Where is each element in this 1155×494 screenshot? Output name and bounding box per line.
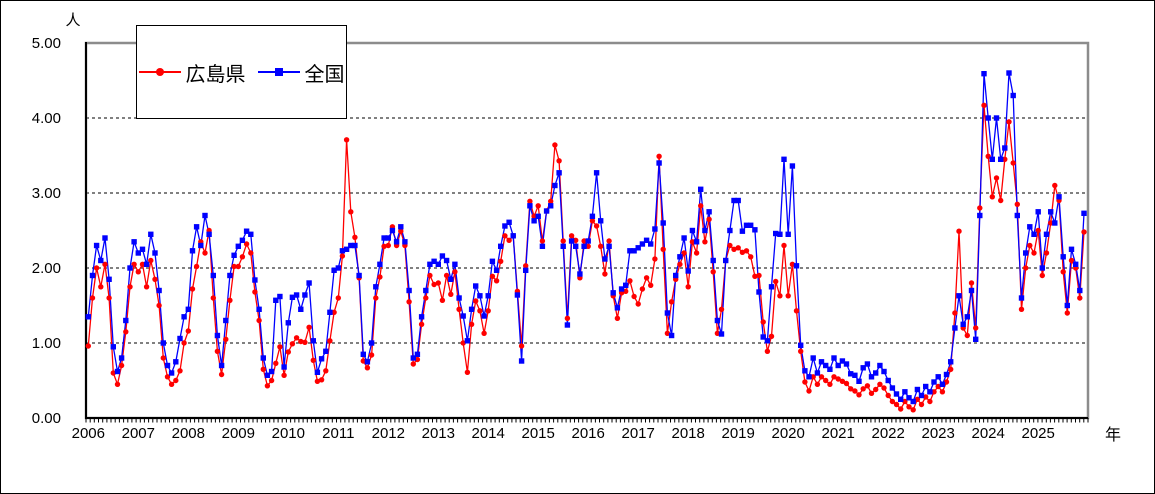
svg-text:2006: 2006 [72, 425, 105, 442]
svg-text:2023: 2023 [922, 425, 955, 442]
national-line-sample [257, 68, 300, 76]
svg-text:2013: 2013 [422, 425, 455, 442]
svg-text:2020: 2020 [772, 425, 805, 442]
svg-text:2024: 2024 [972, 425, 1005, 442]
svg-text:2009: 2009 [222, 425, 255, 442]
svg-text:3.00: 3.00 [32, 185, 61, 202]
svg-text:2025: 2025 [1022, 425, 1055, 442]
svg-text:2010: 2010 [272, 425, 305, 442]
legend-item-national: 全国 [257, 58, 345, 87]
svg-text:0.00: 0.00 [32, 410, 61, 427]
svg-text:2022: 2022 [872, 425, 905, 442]
svg-text:2019: 2019 [722, 425, 755, 442]
x-axis-unit-label: 年 [1104, 427, 1121, 444]
svg-text:5.00: 5.00 [32, 35, 61, 52]
blue-square-marker-icon [274, 68, 283, 76]
svg-text:2.00: 2.00 [32, 260, 61, 277]
legend-label-hiroshima: 広島県 [185, 63, 246, 86]
svg-text:2016: 2016 [572, 425, 605, 442]
svg-text:2012: 2012 [372, 425, 405, 442]
svg-text:2015: 2015 [522, 425, 555, 442]
hiroshima-line-sample [138, 68, 181, 76]
svg-text:1.00: 1.00 [32, 335, 61, 352]
svg-text:2011: 2011 [322, 425, 354, 442]
legend-item-hiroshima: 広島県 [138, 58, 246, 87]
legend-label-national: 全国 [304, 63, 345, 86]
y-axis-unit-label: 人 [65, 12, 81, 29]
svg-text:2017: 2017 [622, 425, 655, 442]
svg-text:2021: 2021 [822, 425, 855, 442]
svg-text:2018: 2018 [672, 425, 705, 442]
svg-text:4.00: 4.00 [32, 110, 61, 127]
svg-text:2014: 2014 [472, 425, 505, 442]
red-circle-marker-icon [155, 68, 164, 76]
legend: 広島県 全国 [136, 25, 347, 119]
svg-text:2007: 2007 [122, 425, 155, 442]
svg-text:2008: 2008 [172, 425, 205, 442]
